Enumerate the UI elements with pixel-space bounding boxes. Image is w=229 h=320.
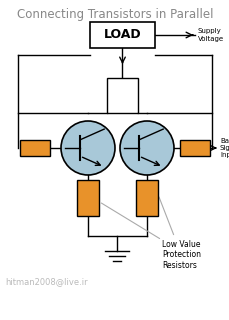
Text: LOAD: LOAD xyxy=(103,28,141,42)
Bar xyxy=(90,22,154,48)
Text: Base
Signal
Input: Base Signal Input xyxy=(219,138,229,158)
Bar xyxy=(77,180,98,216)
Circle shape xyxy=(120,121,173,175)
Text: Low Value
Protection
Resistors: Low Value Protection Resistors xyxy=(158,197,200,270)
Circle shape xyxy=(61,121,114,175)
Bar xyxy=(20,140,50,156)
Text: hitman2008@live.ir: hitman2008@live.ir xyxy=(5,277,87,286)
Bar xyxy=(135,180,157,216)
Text: Connecting Transistors in Parallel: Connecting Transistors in Parallel xyxy=(17,8,212,21)
Bar xyxy=(179,140,209,156)
Text: Supply
Voltage: Supply Voltage xyxy=(197,28,223,42)
Bar xyxy=(106,78,137,113)
